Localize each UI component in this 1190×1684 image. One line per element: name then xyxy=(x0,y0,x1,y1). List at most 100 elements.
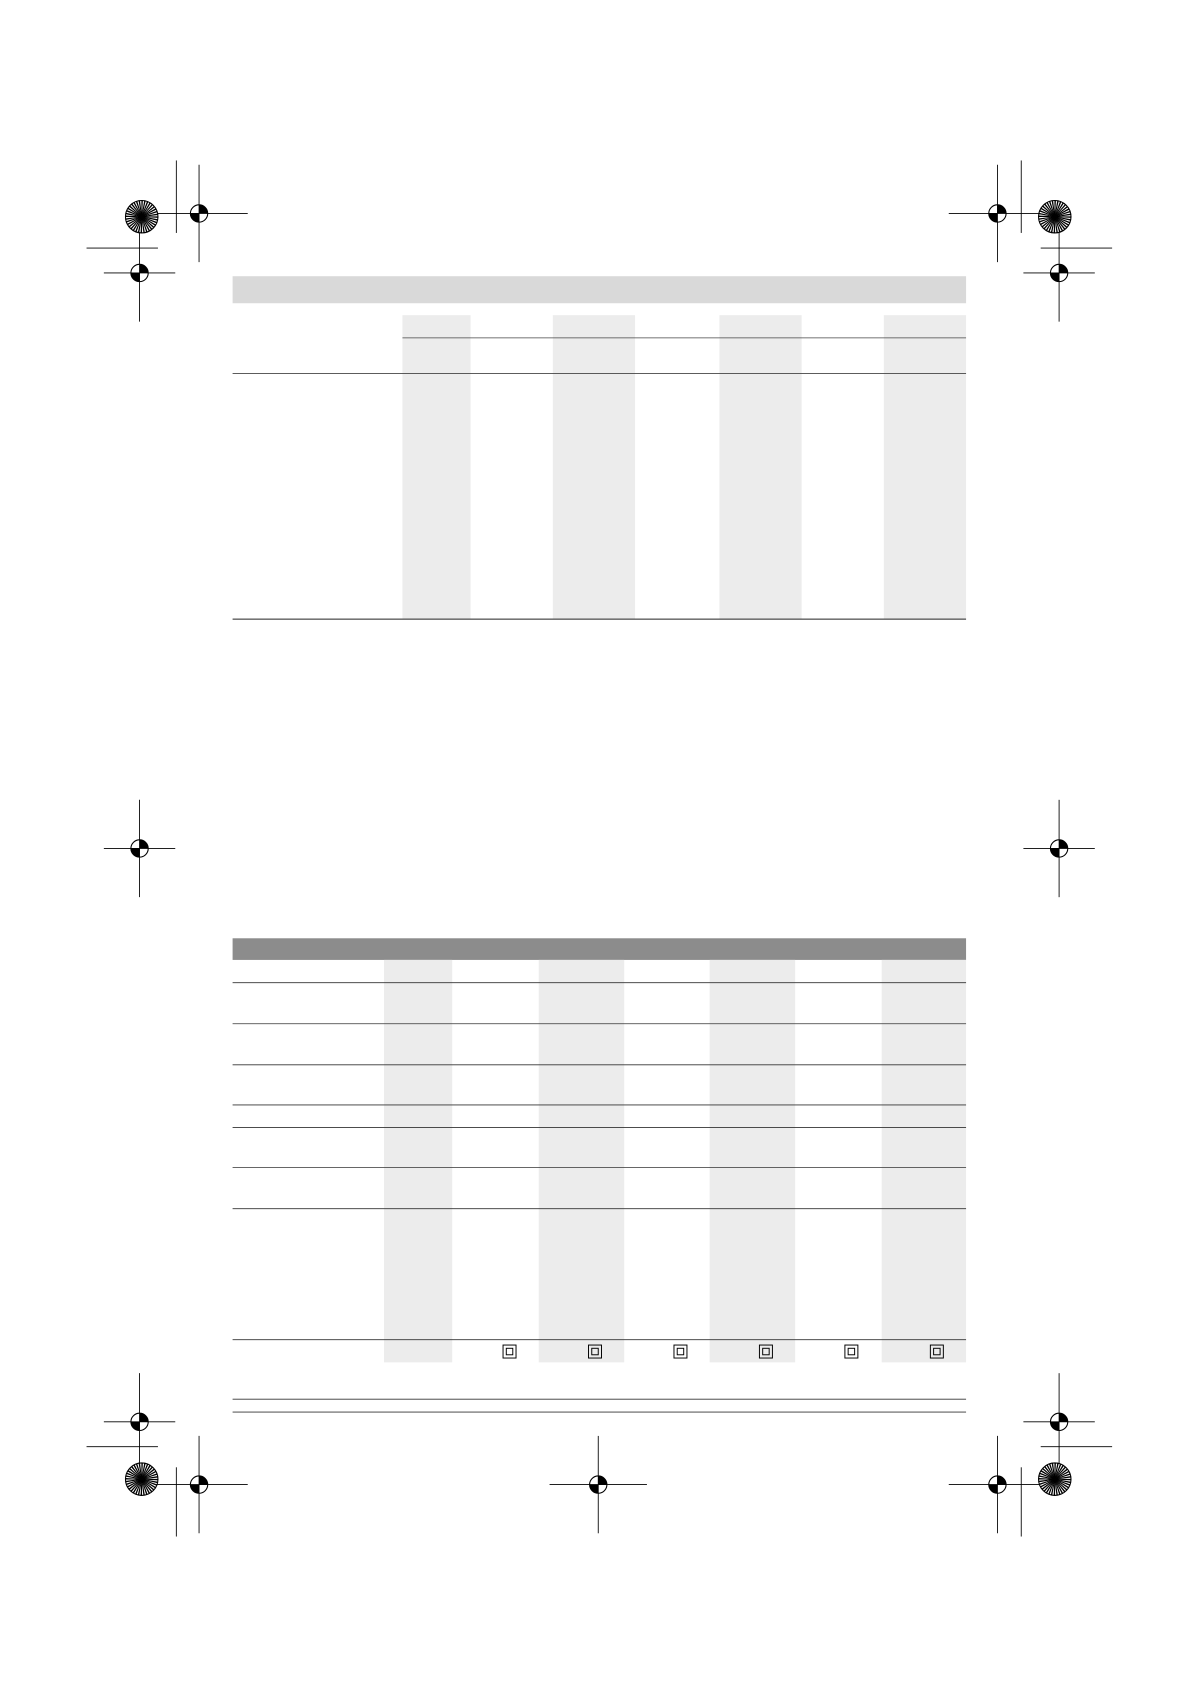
star-spoke xyxy=(141,205,156,217)
star-spoke xyxy=(141,1462,146,1480)
star-spoke xyxy=(126,209,142,218)
star-spoke xyxy=(1054,1479,1058,1496)
star-spoke xyxy=(1054,1464,1065,1480)
registration-fill xyxy=(190,204,208,223)
star-spoke xyxy=(141,216,155,229)
star-spoke xyxy=(141,1478,159,1484)
star-spoke xyxy=(127,207,142,217)
star-spoke xyxy=(1039,216,1055,226)
star-spoke xyxy=(1043,1478,1056,1493)
class-symbol-inner xyxy=(591,1347,599,1356)
class-symbol xyxy=(758,1344,773,1359)
star-spoke xyxy=(1054,216,1064,232)
star-spoke xyxy=(134,216,143,233)
star-spoke xyxy=(1054,216,1068,229)
star-spoke xyxy=(141,1470,157,1480)
star-spoke xyxy=(1054,1468,1069,1480)
star-spoke xyxy=(141,216,158,224)
class-symbol xyxy=(673,1344,688,1359)
star-spoke xyxy=(1038,1478,1055,1480)
star-spoke xyxy=(1054,1473,1071,1480)
star-spoke xyxy=(130,216,142,230)
star-spoke xyxy=(1054,213,1072,218)
star-spoke xyxy=(1041,216,1055,228)
star-spoke xyxy=(1054,1478,1071,1486)
class-symbol xyxy=(929,1344,944,1359)
star-spoke xyxy=(1038,1475,1055,1480)
star-spoke xyxy=(141,216,153,231)
star-spoke xyxy=(1053,1479,1056,1496)
star-spoke xyxy=(126,1478,142,1488)
star-spoke xyxy=(141,1476,159,1480)
star-spoke xyxy=(1054,1476,1072,1480)
star-spoke xyxy=(141,202,151,217)
star-spoke xyxy=(135,200,143,217)
star-spoke xyxy=(141,216,159,221)
star-spoke xyxy=(141,216,145,234)
star-spoke xyxy=(1039,1478,1055,1488)
star-spoke xyxy=(138,1462,143,1480)
star-spoke xyxy=(141,200,143,217)
registration-fill xyxy=(988,1475,1007,1494)
star-spoke xyxy=(1053,216,1056,234)
printer-marks xyxy=(86,160,1113,1537)
lower-table xyxy=(232,938,967,1413)
star-spoke xyxy=(1054,1478,1072,1484)
star-spoke xyxy=(1054,1462,1059,1480)
star-spoke xyxy=(1051,200,1056,217)
star-spoke xyxy=(141,216,148,233)
star-spoke xyxy=(125,1478,142,1483)
registration-fill xyxy=(1050,264,1068,282)
star-spoke xyxy=(1048,200,1056,217)
star-spoke xyxy=(1054,1470,1070,1480)
star-spoke xyxy=(1038,212,1055,218)
star-spoke xyxy=(138,200,143,217)
star-spoke xyxy=(1048,1479,1056,1495)
star-spoke xyxy=(128,1478,142,1491)
star-spoke xyxy=(1054,1478,1070,1489)
star-spoke xyxy=(1054,216,1058,234)
star-spoke xyxy=(141,1478,158,1486)
star-spoke xyxy=(1054,216,1066,231)
star-spoke xyxy=(132,1479,142,1494)
star-spoke xyxy=(141,200,146,217)
shaded-column xyxy=(719,315,802,620)
star-spoke xyxy=(141,1478,159,1481)
star-spoke xyxy=(141,1463,149,1480)
star-spoke xyxy=(1054,216,1070,226)
star-spoke xyxy=(141,1479,145,1496)
shaded-column xyxy=(552,315,636,620)
star-spoke xyxy=(1054,1462,1056,1480)
star-spoke xyxy=(141,203,154,217)
star-spoke xyxy=(126,216,142,226)
star-spoke xyxy=(125,1475,142,1480)
star-spoke xyxy=(1038,1478,1055,1486)
star-spoke xyxy=(1054,1479,1061,1496)
star-spoke xyxy=(133,201,143,217)
star-spoke xyxy=(125,212,142,218)
star-spoke xyxy=(1045,216,1056,232)
registration-fill xyxy=(190,1475,208,1494)
star-spoke xyxy=(134,1479,143,1495)
star-spoke xyxy=(1054,208,1070,217)
star-spoke xyxy=(141,201,149,217)
star-spoke xyxy=(141,1478,153,1493)
star-spoke xyxy=(1048,1463,1056,1480)
star-spoke xyxy=(1048,216,1056,233)
shaded-column xyxy=(709,959,796,1363)
star-spoke xyxy=(141,216,157,226)
star-spoke xyxy=(141,1473,158,1480)
star-spoke xyxy=(135,1463,143,1480)
star-spoke xyxy=(128,216,142,228)
star-spoke xyxy=(126,1472,142,1480)
star-spoke xyxy=(141,1479,148,1496)
star-spoke xyxy=(127,1469,142,1480)
star-spoke xyxy=(141,208,157,217)
star-spoke xyxy=(1054,200,1056,217)
star-spoke xyxy=(1054,203,1067,217)
star-spoke xyxy=(128,205,142,217)
header-bar xyxy=(232,938,967,960)
upper-table xyxy=(232,276,967,620)
star-spoke xyxy=(137,1479,143,1496)
